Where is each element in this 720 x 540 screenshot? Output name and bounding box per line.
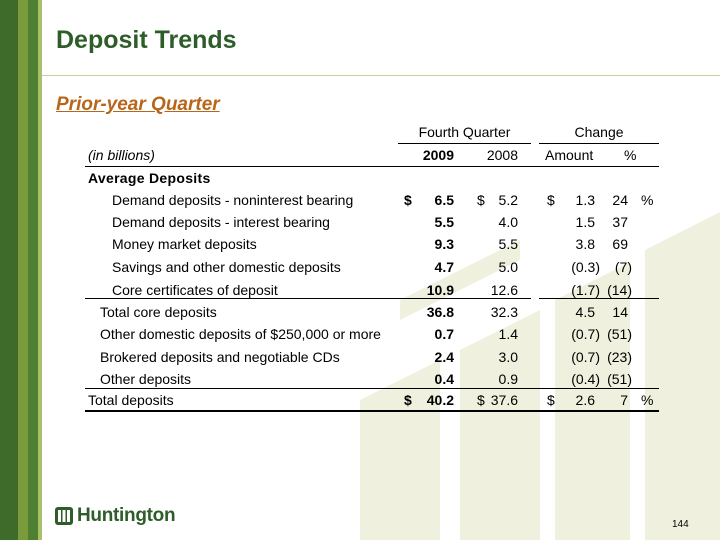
value-2009: 5.5 <box>434 214 454 230</box>
value-2009: 40.2 <box>426 392 454 408</box>
value-2008: 5.0 <box>498 259 518 275</box>
row-label: Other domestic deposits of $250,000 or m… <box>100 326 381 342</box>
row-label: Other deposits <box>100 371 192 387</box>
value-pct-change: (14) <box>607 282 632 298</box>
row-label: Core certificates of deposit <box>112 282 278 298</box>
value-pct-change: (7) <box>614 259 632 275</box>
value-2009: 0.7 <box>434 326 454 342</box>
group-rule-fourth <box>398 143 531 144</box>
value-2009: 6.5 <box>434 192 454 208</box>
group-header-change: Change <box>574 124 624 140</box>
group-rule-change <box>539 143 659 144</box>
value-2008: 1.4 <box>498 326 518 342</box>
value-amount-change: 1.3 <box>575 192 595 208</box>
row-label: Total deposits <box>88 392 174 408</box>
currency-symbol-amount: $ <box>547 192 555 208</box>
col-header-2008: 2008 <box>486 147 518 163</box>
value-2008: 12.6 <box>490 282 518 298</box>
value-pct-change: (51) <box>607 371 632 387</box>
col-header-pct: % <box>624 147 637 163</box>
header-rule <box>85 166 659 167</box>
value-pct-change: 24 <box>612 192 628 208</box>
value-amount-change: 4.5 <box>575 304 595 320</box>
value-amount-change: 1.5 <box>575 214 595 230</box>
logo-text: Huntington <box>77 505 176 526</box>
decor-bar-light <box>38 0 42 540</box>
rule-before-total-core-chg <box>539 298 659 299</box>
value-amount-change: (1.7) <box>571 282 600 298</box>
value-pct-change: 14 <box>612 304 628 320</box>
value-2008: 0.9 <box>498 371 518 387</box>
slide-subtitle: Prior-year Quarter <box>56 94 220 115</box>
decor-bar-mid <box>18 0 28 540</box>
value-2009: 2.4 <box>434 349 454 365</box>
currency-symbol-2008: $ <box>477 392 485 408</box>
row-label: Money market deposits <box>112 236 257 252</box>
col-header-amount: Amount <box>545 147 594 163</box>
currency-symbol-amount: $ <box>547 392 555 408</box>
slide-title: Deposit Trends <box>56 26 237 54</box>
value-2008: 3.0 <box>498 349 518 365</box>
value-pct-change: 69 <box>612 236 628 252</box>
currency-symbol-2009: $ <box>404 192 412 208</box>
section-header: Average Deposits <box>88 170 211 186</box>
value-amount-change: 3.8 <box>575 236 595 252</box>
value-2009: 4.7 <box>434 259 454 275</box>
row-label: Brokered deposits and negotiable CDs <box>100 349 340 365</box>
currency-symbol-2008: $ <box>477 192 485 208</box>
title-divider <box>42 75 720 76</box>
value-amount-change: (0.4) <box>571 371 600 387</box>
value-pct-change: 7 <box>620 392 628 408</box>
value-2009: 9.3 <box>434 236 454 252</box>
value-2009: 36.8 <box>426 304 454 320</box>
value-amount-change: (0.7) <box>571 349 600 365</box>
group-header-fourth-quarter: Fourth Quarter <box>418 124 511 140</box>
value-2008: 5.2 <box>498 192 518 208</box>
row-label: Savings and other domestic deposits <box>112 259 341 275</box>
col-header-2009: 2009 <box>422 147 454 163</box>
huntington-logo-icon <box>55 507 73 525</box>
decor-bar-dark <box>0 0 18 540</box>
rule-before-total-core-fq <box>398 298 531 299</box>
percent-symbol: % <box>641 192 654 208</box>
value-pct-change: (51) <box>607 326 632 342</box>
percent-symbol: % <box>641 392 654 408</box>
row-label: Total core deposits <box>100 304 217 320</box>
row-label: Demand deposits - noninterest bearing <box>112 192 354 208</box>
value-pct-change: 37 <box>612 214 628 230</box>
decor-bar-green <box>28 0 38 540</box>
value-amount-change: 2.6 <box>575 392 595 408</box>
value-2009: 0.4 <box>434 371 454 387</box>
value-2008: 37.6 <box>490 392 518 408</box>
row-label: Demand deposits - interest bearing <box>112 214 330 230</box>
value-2008: 32.3 <box>490 304 518 320</box>
rule-after-total <box>85 410 659 412</box>
col-header-label: (in billions) <box>88 147 155 163</box>
page-number: 144 <box>672 519 689 530</box>
huntington-logo: Huntington <box>55 505 176 527</box>
currency-symbol-2009: $ <box>404 392 412 408</box>
rule-before-total <box>85 388 659 389</box>
value-amount-change: (0.3) <box>571 259 600 275</box>
rule-before-total-core-label <box>85 298 460 299</box>
value-2009: 10.9 <box>426 282 454 298</box>
value-amount-change: (0.7) <box>571 326 600 342</box>
value-pct-change: (23) <box>607 349 632 365</box>
value-2008: 5.5 <box>498 236 518 252</box>
value-2008: 4.0 <box>498 214 518 230</box>
